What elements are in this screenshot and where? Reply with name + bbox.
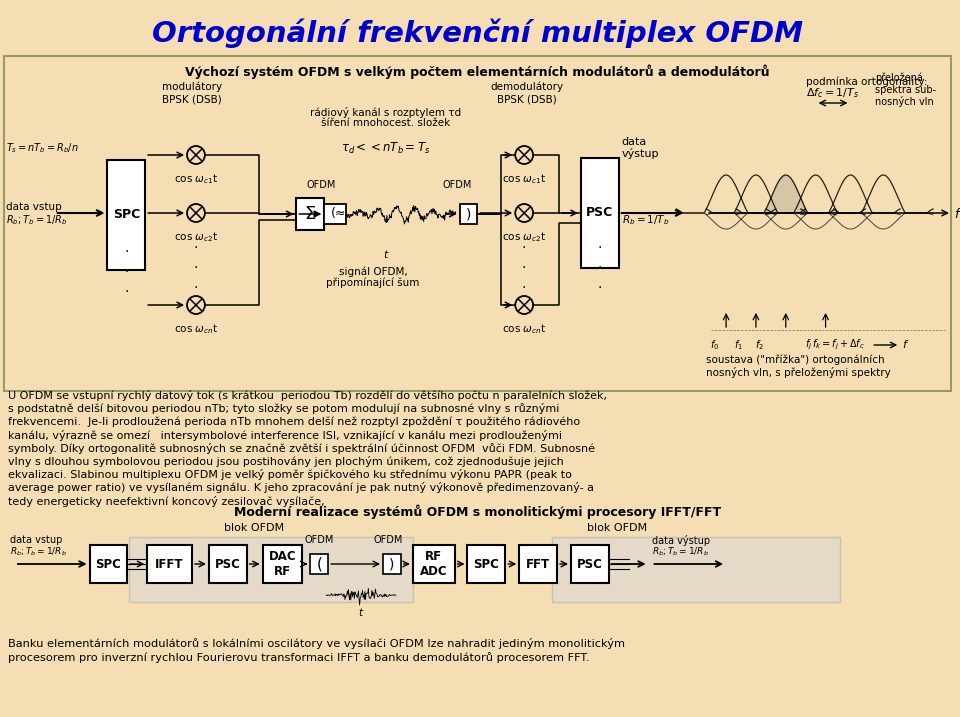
Text: šíření mnohocest. složek: šíření mnohocest. složek — [322, 118, 450, 128]
FancyBboxPatch shape — [571, 545, 609, 583]
Text: $f_0$: $f_0$ — [709, 338, 719, 352]
Text: signál OFDM,: signál OFDM, — [339, 267, 407, 277]
Text: frekvencemi.  Je-li prodloužená perioda nTb mnohem delší než rozptyl zpoždění τ : frekvencemi. Je-li prodloužená perioda n… — [8, 417, 580, 427]
Text: Σ: Σ — [304, 205, 316, 223]
FancyBboxPatch shape — [297, 198, 324, 230]
Text: t: t — [358, 608, 362, 618]
FancyBboxPatch shape — [519, 545, 557, 583]
Text: procesorem pro inverzní rychlou Fourierovu transformaci IFFT a banku demodulátor: procesorem pro inverzní rychlou Fouriero… — [8, 652, 589, 663]
Text: $R_b; T_b = 1/R_b$: $R_b; T_b = 1/R_b$ — [6, 213, 67, 227]
Text: data výstup: data výstup — [652, 534, 709, 546]
Text: soustava ("mřížka") ortogonálních: soustava ("mřížka") ortogonálních — [707, 355, 885, 365]
Text: s podstatně delší bitovou periodou nTb; tyto složky se potom modulují na subnosn: s podstatně delší bitovou periodou nTb; … — [8, 403, 560, 414]
FancyBboxPatch shape — [130, 537, 413, 602]
FancyBboxPatch shape — [460, 204, 477, 224]
Text: PSC: PSC — [587, 206, 613, 219]
Text: demodulátory
BPSK (DSB): demodulátory BPSK (DSB) — [491, 82, 564, 104]
Text: $f_1$: $f_1$ — [733, 338, 742, 352]
Text: U OFDM se vstupní rychlý datový tok (s krátkou  periodou Tb) rozdělí do většího : U OFDM se vstupní rychlý datový tok (s k… — [8, 390, 607, 401]
Text: $\Delta f_c= 1/T_s$: $\Delta f_c= 1/T_s$ — [805, 86, 859, 100]
Text: f: f — [902, 340, 906, 350]
Text: ·
·
·: · · · — [597, 242, 602, 295]
Text: $R_b=1/T_b$: $R_b=1/T_b$ — [622, 213, 669, 227]
Text: blok OFDM: blok OFDM — [224, 523, 284, 533]
Text: symboly. Díky ortogonalitě subnosných se značně zvětší i spektrální účinnost OFD: symboly. Díky ortogonalitě subnosných se… — [8, 443, 595, 454]
Text: ): ) — [466, 207, 471, 221]
FancyBboxPatch shape — [147, 545, 192, 583]
Text: cos $\omega_{c2}$t: cos $\omega_{c2}$t — [502, 230, 546, 244]
Text: DAC
RF: DAC RF — [269, 550, 297, 578]
Text: data vstup: data vstup — [6, 202, 61, 212]
Text: přeložená
spektra sub-
nosných vln: přeložená spektra sub- nosných vln — [876, 72, 936, 108]
FancyBboxPatch shape — [581, 158, 618, 268]
Text: IFFT: IFFT — [156, 558, 183, 571]
FancyBboxPatch shape — [324, 204, 347, 224]
Text: cos $\omega_{c1}$t: cos $\omega_{c1}$t — [502, 172, 546, 186]
Text: $\tau_d << nT_b = T_s$: $\tau_d << nT_b = T_s$ — [341, 141, 431, 156]
Text: Ortogonální frekvenční multiplex OFDM: Ortogonální frekvenční multiplex OFDM — [152, 18, 803, 48]
Text: ·
·
·: · · · — [522, 242, 526, 295]
Text: cos $\omega_{c1}$t: cos $\omega_{c1}$t — [174, 172, 218, 186]
Text: OFDM: OFDM — [373, 535, 402, 545]
Text: připomínající šum: připomínající šum — [326, 277, 420, 288]
Text: podmínka ortogonality:: podmínka ortogonality: — [805, 77, 927, 87]
Text: OFDM: OFDM — [304, 535, 334, 545]
Text: rádiový kanál s rozptylem τd: rádiový kanál s rozptylem τd — [310, 107, 462, 118]
Text: modulátory
BPSK (DSB): modulátory BPSK (DSB) — [162, 82, 222, 104]
Text: PSC: PSC — [215, 558, 241, 571]
FancyBboxPatch shape — [552, 537, 841, 602]
Text: Výchozí systém OFDM s velkým počtem elementárních modulátorů a demodulátorů: Výchozí systém OFDM s velkým počtem elem… — [185, 65, 770, 80]
Text: SPC: SPC — [95, 558, 121, 571]
FancyBboxPatch shape — [4, 56, 951, 391]
Text: PSC: PSC — [577, 558, 603, 571]
FancyBboxPatch shape — [89, 545, 128, 583]
Text: nosných vln, s přeloženými spektry: nosných vln, s přeloženými spektry — [707, 366, 891, 377]
Text: f: f — [954, 207, 958, 221]
Text: OFDM: OFDM — [306, 180, 336, 190]
FancyBboxPatch shape — [383, 554, 401, 574]
Text: ·
·
·: · · · — [194, 242, 198, 295]
Text: FFT: FFT — [526, 558, 550, 571]
Text: t: t — [384, 250, 388, 260]
Text: $f_2$: $f_2$ — [756, 338, 764, 352]
Text: (: ( — [316, 556, 323, 571]
Text: (≈: (≈ — [331, 207, 347, 221]
Text: kanálu, výrazně se omezí   intersymbolové interference ISI, vznikající v kanálu : kanálu, výrazně se omezí intersymbolové … — [8, 429, 562, 441]
FancyBboxPatch shape — [413, 545, 455, 583]
Text: blok OFDM: blok OFDM — [587, 523, 647, 533]
FancyBboxPatch shape — [209, 545, 247, 583]
Text: cos $\omega_{cn}$t: cos $\omega_{cn}$t — [502, 322, 546, 336]
Text: data
výstup: data výstup — [622, 137, 660, 159]
Text: ekvalizaci. Slabinou multiplexu OFDM je velký poměr špičkového ku střednímu výko: ekvalizaci. Slabinou multiplexu OFDM je … — [8, 469, 572, 480]
Text: $T_s = nT_b =R_b/ n$: $T_s = nT_b =R_b/ n$ — [6, 141, 79, 155]
Text: SPC: SPC — [473, 558, 499, 571]
FancyBboxPatch shape — [468, 545, 505, 583]
FancyBboxPatch shape — [310, 554, 328, 574]
Text: average power ratio) ve vysílaném signálu. K jeho zpracování je pak nutný výkono: average power ratio) ve vysílaném signál… — [8, 483, 594, 493]
Text: $R_b; T_b = 1/R_b$: $R_b; T_b = 1/R_b$ — [652, 546, 708, 559]
Text: Moderní realizace systémů OFDM s monolitickými procesory IFFT/FFT: Moderní realizace systémů OFDM s monolit… — [234, 505, 721, 519]
Text: cos $\omega_{cn}$t: cos $\omega_{cn}$t — [174, 322, 218, 336]
Text: Banku elementárních modulátorů s lokálními oscilátory ve vysílači OFDM lze nahra: Banku elementárních modulátorů s lokální… — [8, 638, 625, 649]
FancyBboxPatch shape — [263, 545, 302, 583]
Text: SPC: SPC — [112, 209, 140, 222]
Text: OFDM: OFDM — [443, 180, 472, 190]
Text: $f_j$: $f_j$ — [805, 338, 812, 352]
Text: RF
ADC: RF ADC — [420, 550, 447, 578]
Text: ): ) — [389, 557, 395, 571]
Text: $R_b; T_b = 1/R_b$: $R_b; T_b = 1/R_b$ — [10, 546, 67, 559]
Text: tedy energeticky neefektivní koncový zesilovač vysílače,: tedy energeticky neefektivní koncový zes… — [8, 495, 324, 507]
Text: vlny s dlouhou symbolovou periodou jsou postihovány jen plochým únikem, což zjed: vlny s dlouhou symbolovou periodou jsou … — [8, 456, 564, 467]
Text: cos $\omega_{c2}$t: cos $\omega_{c2}$t — [174, 230, 218, 244]
FancyBboxPatch shape — [108, 160, 145, 270]
Text: data vstup: data vstup — [10, 535, 62, 545]
Text: $f_k = f_j+\Delta f_c$: $f_k = f_j+\Delta f_c$ — [812, 338, 865, 352]
Text: ·
·
·: · · · — [124, 245, 129, 298]
